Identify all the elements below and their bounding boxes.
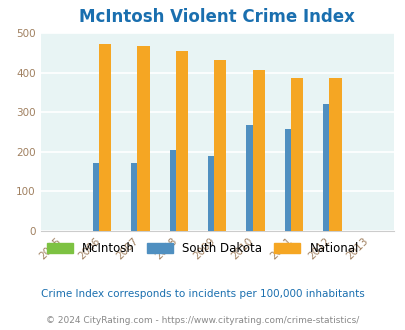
Bar — [99, 44, 111, 231]
Bar — [213, 60, 226, 231]
Bar — [246, 125, 258, 231]
Bar — [207, 156, 220, 231]
Bar — [322, 104, 335, 231]
Bar — [175, 51, 188, 231]
Bar — [137, 46, 149, 231]
Bar — [131, 163, 143, 231]
Bar — [252, 70, 264, 231]
Title: McIntosh Violent Crime Index: McIntosh Violent Crime Index — [79, 8, 354, 26]
Bar — [169, 150, 181, 231]
Bar — [328, 78, 341, 231]
Bar — [290, 78, 303, 231]
Text: © 2024 CityRating.com - https://www.cityrating.com/crime-statistics/: © 2024 CityRating.com - https://www.city… — [46, 316, 359, 325]
Bar — [284, 129, 296, 231]
Legend: McIntosh, South Dakota, National: McIntosh, South Dakota, National — [42, 237, 363, 260]
Bar — [93, 163, 105, 231]
Text: Crime Index corresponds to incidents per 100,000 inhabitants: Crime Index corresponds to incidents per… — [41, 289, 364, 299]
